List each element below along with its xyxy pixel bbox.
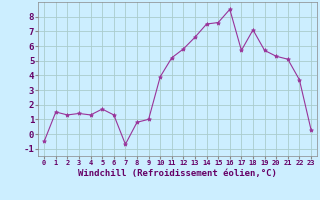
X-axis label: Windchill (Refroidissement éolien,°C): Windchill (Refroidissement éolien,°C) <box>78 169 277 178</box>
